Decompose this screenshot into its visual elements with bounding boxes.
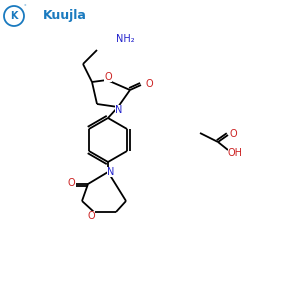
Text: O: O [229, 129, 237, 139]
Text: O: O [87, 211, 95, 221]
Text: K: K [10, 11, 18, 21]
Text: O: O [67, 178, 75, 188]
Text: N: N [115, 105, 123, 115]
Text: O: O [145, 79, 153, 89]
Text: OH: OH [227, 148, 242, 158]
Text: Kuujla: Kuujla [43, 10, 87, 22]
Text: NH₂: NH₂ [116, 34, 135, 44]
Text: O: O [104, 72, 112, 82]
Text: N: N [107, 167, 115, 177]
Text: °: ° [23, 4, 26, 10]
